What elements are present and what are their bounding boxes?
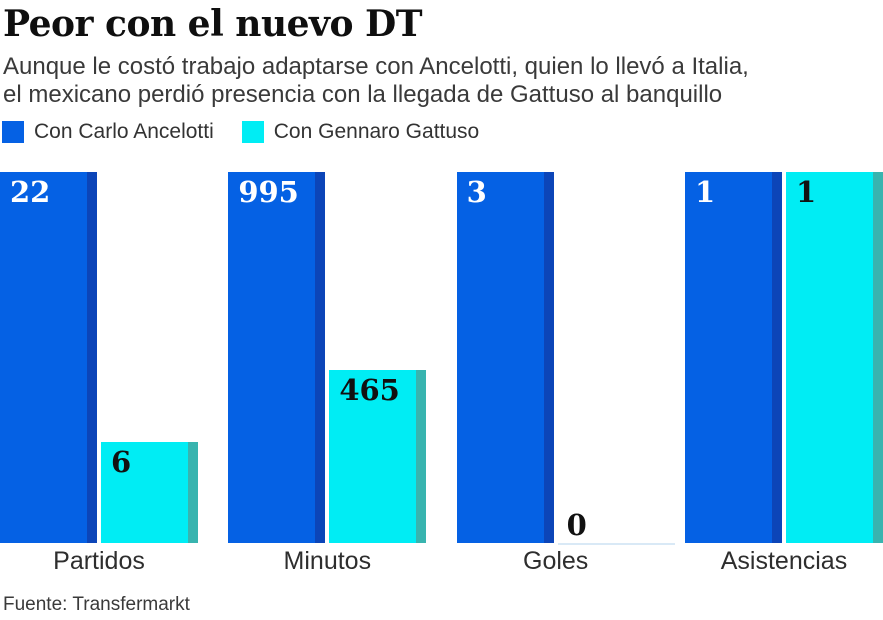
source-note: Fuente: Transfermarkt	[3, 594, 190, 615]
subtitle: Aunque le costó trabajo adaptarse con An…	[3, 53, 749, 109]
bar-slot-gattuso-partidos: 6	[101, 172, 198, 543]
bar-gattuso-minutos: 465	[329, 369, 427, 543]
zero-baseline-goles	[557, 543, 675, 545]
legend-swatch-ancelotti	[2, 121, 24, 143]
legend: Con Carlo Ancelotti Con Gennaro Gattuso	[2, 119, 507, 145]
value-label-gattuso-partidos: 6	[111, 444, 132, 479]
bar-slot-ancelotti-minutos: 995	[228, 172, 326, 543]
value-label-ancelotti-minutos: 995	[238, 175, 299, 209]
bar-ancelotti-minutos: 995	[228, 172, 326, 543]
category-label-goles: Goles	[523, 547, 589, 575]
value-label-gattuso-minutos: 465	[339, 372, 400, 407]
value-label-ancelotti-asistencias: 1	[694, 175, 716, 209]
legend-label-ancelotti: Con Carlo Ancelotti	[34, 120, 214, 143]
bar-slot-gattuso-asistencias: 1	[785, 172, 883, 543]
bar-slot-ancelotti-goles: 3	[456, 172, 554, 543]
subtitle-line-2: el mexicano perdió presencia con la lleg…	[3, 81, 723, 108]
bar-gattuso-asistencias: 1	[785, 172, 883, 543]
bar-ancelotti-asistencias: 1	[684, 172, 782, 543]
category-label-asistencias: Asistencias	[720, 547, 848, 575]
bar-slot-gattuso-goles: 0	[557, 172, 675, 545]
value-label-gattuso-asistencias: 1	[795, 175, 817, 209]
bar-group-minutos: 995 465 Minutos	[228, 172, 427, 575]
bar-slot-gattuso-minutos: 465	[329, 172, 427, 543]
legend-label-gattuso: Con Gennaro Gattuso	[273, 120, 480, 143]
bar-slot-ancelotti-partidos: 22	[0, 172, 97, 543]
value-label-gattuso-goles: 0	[566, 508, 587, 542]
bar-group-goles: 3 0 Goles	[456, 172, 675, 575]
legend-swatch-gattuso	[241, 121, 264, 143]
page-title: Peor con el nuevo DT	[3, 3, 423, 45]
bar-ancelotti-goles: 3	[456, 172, 554, 543]
bar-slot-ancelotti-asistencias: 1	[684, 172, 782, 543]
subtitle-line-1: Aunque le costó trabajo adaptarse con An…	[3, 53, 749, 80]
value-label-ancelotti-goles: 3	[466, 175, 487, 209]
value-label-ancelotti-partidos: 22	[10, 175, 51, 209]
legend-item-ancelotti: Con Carlo Ancelotti	[2, 120, 214, 144]
legend-item-gattuso: Con Gennaro Gattuso	[241, 120, 480, 144]
category-label-partidos: Partidos	[53, 547, 145, 575]
chart: 22 6 Partidos 995 465 Minutos 3 0 Goles 1 1 Asisten…	[0, 172, 883, 575]
bar-ancelotti-partidos: 22	[0, 172, 97, 543]
category-label-minutos: Minutos	[283, 547, 372, 575]
bar-group-asistencias: 1 1 Asistencias	[684, 172, 883, 575]
bar-gattuso-partidos: 6	[101, 441, 198, 543]
bar-group-partidos: 22 6 Partidos	[0, 172, 198, 575]
